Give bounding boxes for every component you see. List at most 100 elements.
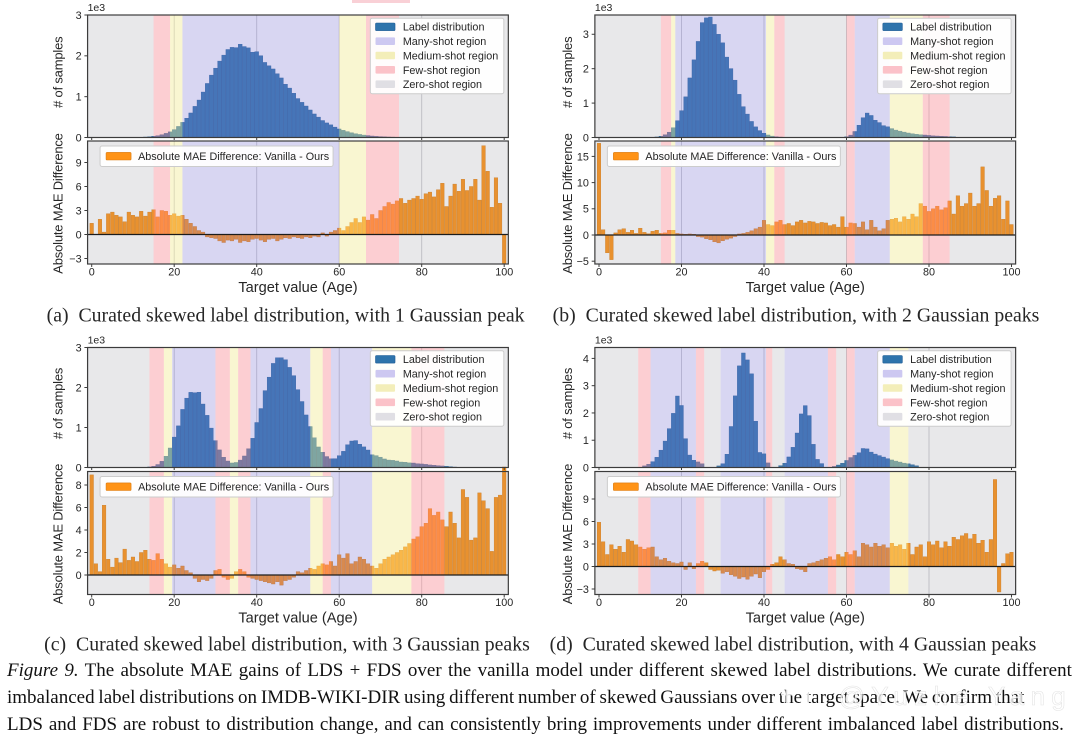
svg-text:1: 1 — [76, 422, 82, 434]
svg-text:0: 0 — [583, 462, 589, 474]
svg-text:60: 60 — [333, 266, 345, 278]
svg-text:−5: −5 — [577, 256, 589, 268]
svg-text:60: 60 — [840, 597, 852, 609]
svg-text:0: 0 — [76, 229, 82, 241]
svg-text:Few-shot region: Few-shot region — [403, 397, 480, 409]
svg-text:Few-shot region: Few-shot region — [403, 65, 480, 77]
svg-text:(d) Curated skewed label dist: (d) Curated skewed label distribution, w… — [550, 634, 1037, 656]
svg-text:Target value (Age): Target value (Age) — [238, 610, 357, 626]
svg-text:100: 100 — [495, 597, 513, 609]
svg-text:Absolute MAE Difference: Absolute MAE Difference — [51, 464, 66, 604]
svg-text:2: 2 — [76, 382, 82, 394]
svg-text:9: 9 — [583, 494, 589, 506]
svg-text:2: 2 — [583, 408, 589, 420]
svg-text:0: 0 — [583, 561, 589, 573]
svg-text:40: 40 — [251, 597, 263, 609]
svg-text:0: 0 — [89, 597, 95, 609]
svg-text:3: 3 — [583, 29, 589, 41]
svg-text:Absolute MAE Difference: Vanil: Absolute MAE Difference: Vanilla - Ours — [645, 482, 837, 494]
svg-text:0: 0 — [76, 462, 82, 474]
svg-text:1: 1 — [583, 98, 589, 110]
svg-text:Medium-shot region: Medium-shot region — [403, 383, 498, 395]
svg-text:1: 1 — [583, 435, 589, 447]
svg-text:Target value (Age): Target value (Age) — [746, 280, 865, 296]
svg-text:80: 80 — [923, 597, 935, 609]
svg-text:3: 3 — [76, 205, 82, 217]
svg-text:60: 60 — [333, 597, 345, 609]
svg-text:20: 20 — [675, 597, 687, 609]
svg-text:2: 2 — [76, 51, 82, 63]
svg-text:2: 2 — [583, 64, 589, 76]
svg-text:(a) Curated skewed label dist: (a) Curated skewed label distribution, w… — [47, 305, 525, 327]
svg-text:80: 80 — [416, 266, 428, 278]
svg-text:60: 60 — [840, 266, 852, 278]
svg-text:(b) Curated skewed label dist: (b) Curated skewed label distribution, w… — [553, 305, 1040, 327]
svg-text:1e3: 1e3 — [88, 335, 106, 347]
svg-text:Label distribution: Label distribution — [403, 22, 485, 34]
svg-text:Zero-shot region: Zero-shot region — [910, 79, 989, 91]
svg-text:0: 0 — [583, 230, 589, 242]
svg-text:Absolute MAE Difference: Absolute MAE Difference — [560, 464, 575, 604]
svg-text:Absolute MAE Difference: Absolute MAE Difference — [560, 133, 575, 273]
svg-text:10: 10 — [577, 178, 589, 190]
svg-text:Many-shot region: Many-shot region — [403, 369, 486, 381]
svg-text:Few-shot region: Few-shot region — [910, 397, 987, 409]
svg-text:0: 0 — [76, 570, 82, 582]
svg-text:20: 20 — [168, 597, 180, 609]
svg-text:6: 6 — [76, 181, 82, 193]
svg-text:9: 9 — [76, 157, 82, 169]
svg-text:Absolute MAE Difference: Vanil: Absolute MAE Difference: Vanilla - Ours — [645, 151, 837, 163]
svg-text:Label distribution: Label distribution — [910, 22, 992, 34]
svg-text:0: 0 — [89, 266, 95, 278]
svg-text:Zero-shot region: Zero-shot region — [403, 79, 482, 91]
svg-text:Zero-shot region: Zero-shot region — [910, 412, 989, 424]
svg-text:Medium-shot region: Medium-shot region — [910, 50, 1005, 62]
svg-text:Label distribution: Label distribution — [910, 354, 992, 366]
svg-text:6: 6 — [583, 516, 589, 528]
svg-text:Many-shot region: Many-shot region — [910, 369, 993, 381]
svg-text:Medium-shot region: Medium-shot region — [403, 50, 498, 62]
svg-text:Absolute MAE Difference: Absolute MAE Difference — [51, 133, 66, 273]
svg-text:# of samples: # of samples — [51, 367, 66, 439]
svg-text:80: 80 — [923, 266, 935, 278]
svg-text:1e3: 1e3 — [595, 2, 613, 14]
svg-text:3: 3 — [76, 10, 82, 22]
svg-text:100: 100 — [495, 266, 513, 278]
svg-text:8: 8 — [76, 480, 82, 492]
svg-text:1e3: 1e3 — [595, 335, 613, 347]
svg-text:40: 40 — [251, 266, 263, 278]
svg-text:−3: −3 — [577, 584, 589, 596]
svg-text:0: 0 — [583, 132, 589, 144]
svg-text:Zero-shot region: Zero-shot region — [403, 412, 482, 424]
svg-text:Many-shot region: Many-shot region — [403, 36, 486, 48]
svg-text:100: 100 — [1002, 266, 1020, 278]
svg-text:40: 40 — [758, 597, 770, 609]
svg-text:# of samples: # of samples — [560, 36, 575, 108]
svg-text:Few-shot region: Few-shot region — [910, 65, 987, 77]
svg-text:3: 3 — [76, 342, 82, 354]
svg-text:−3: −3 — [69, 253, 81, 265]
svg-text:80: 80 — [416, 597, 428, 609]
svg-text:3: 3 — [583, 381, 589, 393]
svg-text:2: 2 — [76, 547, 82, 559]
svg-text:1: 1 — [76, 92, 82, 104]
svg-text:Target value (Age): Target value (Age) — [238, 280, 357, 296]
svg-text:0: 0 — [596, 597, 602, 609]
svg-text:# of samples: # of samples — [560, 367, 575, 439]
svg-text:Label distribution: Label distribution — [403, 354, 485, 366]
svg-text:100: 100 — [1002, 597, 1020, 609]
svg-text:0: 0 — [596, 266, 602, 278]
svg-text:20: 20 — [168, 266, 180, 278]
svg-text:# of samples: # of samples — [51, 36, 66, 108]
svg-text:40: 40 — [758, 266, 770, 278]
svg-text:5: 5 — [583, 204, 589, 216]
svg-text:(c) Curated skewed label dist: (c) Curated skewed label distribution, w… — [44, 634, 530, 656]
svg-text:Target value (Age): Target value (Age) — [746, 610, 865, 626]
svg-text:1e3: 1e3 — [88, 2, 106, 14]
svg-text:Many-shot region: Many-shot region — [910, 36, 993, 48]
svg-text:20: 20 — [675, 266, 687, 278]
svg-text:3: 3 — [583, 539, 589, 551]
svg-text:4: 4 — [76, 525, 82, 537]
svg-text:15: 15 — [577, 151, 589, 163]
svg-text:0: 0 — [76, 132, 82, 144]
